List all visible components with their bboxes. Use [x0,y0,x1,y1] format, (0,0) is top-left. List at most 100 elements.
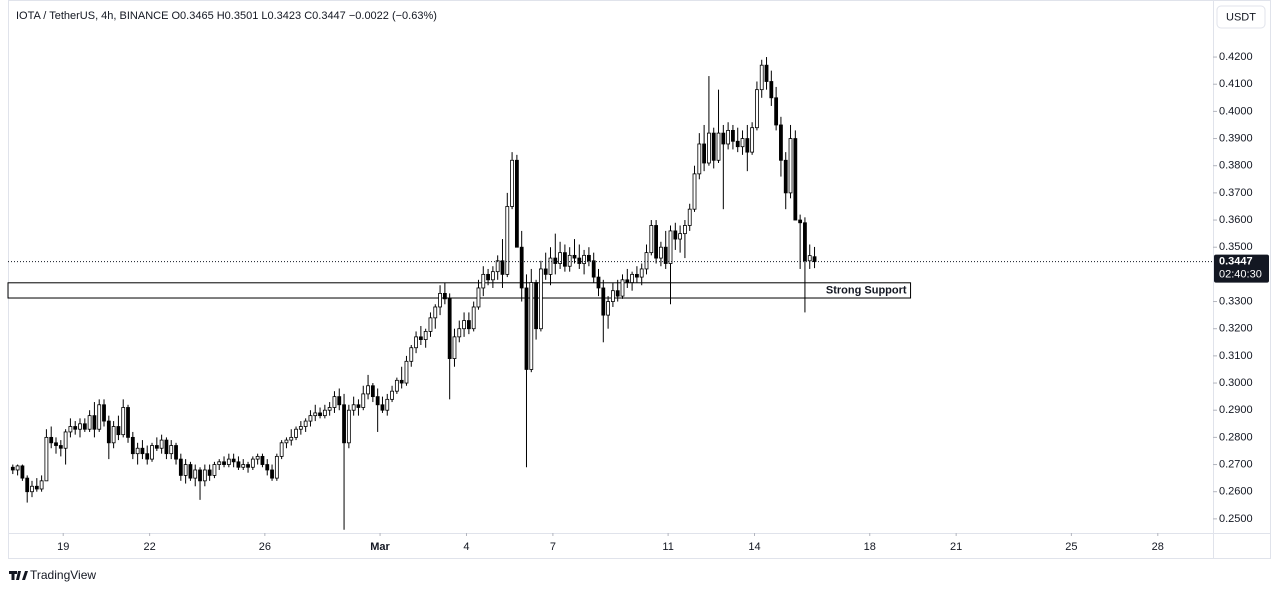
candle-body [529,282,534,370]
candle-body [274,455,279,479]
candle-body [68,426,73,433]
candle-body [673,230,678,240]
candle-body [601,287,606,316]
currency-label: USDT [1226,11,1256,23]
candle-body [183,464,188,476]
candle-body [514,159,519,248]
candle-body [615,290,620,297]
candle-body [30,485,34,493]
candle-body [63,431,68,449]
candle-body [442,292,447,300]
candle-body [798,219,803,224]
candle-body [423,331,428,340]
candle-body [226,458,231,465]
candle-body [428,317,433,332]
currency-button[interactable] [1216,5,1266,29]
y-tick-label: 0.3500 [1219,241,1253,253]
y-tick-label: 0.3200 [1219,323,1253,335]
candle-body [279,442,284,457]
candle-body [668,230,673,264]
candle-body [414,336,418,349]
brand-name: TradingView [30,568,96,582]
candle-body [793,138,798,221]
candle-body [49,436,54,444]
support-zone [7,282,912,299]
candle-body [351,404,356,411]
candle-body [534,282,538,330]
candle-body [548,257,553,275]
candle-body [678,233,683,240]
candle-body [34,485,39,490]
candle-body [543,268,548,275]
candle-body [130,436,135,455]
candle-body [606,301,610,316]
candle-body [452,336,457,359]
x-tick-label: 25 [1065,541,1077,553]
y-tick-label: 0.2900 [1219,404,1253,416]
y-tick-label: 0.2600 [1219,486,1253,498]
y-tick-label: 0.3000 [1219,377,1253,389]
candle-body [332,396,337,408]
candle-body [577,257,582,264]
candle-body [106,420,111,444]
candle-body [692,173,697,210]
candle-body [102,404,106,422]
candle-body [188,464,193,479]
y-tick-label: 0.3100 [1219,350,1253,362]
candle-body [236,461,241,468]
candle-body [711,132,716,161]
candle-body [193,469,198,479]
candle-body [409,347,414,362]
candle-body [654,225,659,259]
candle-body [755,89,759,129]
candle-body [476,287,481,308]
candle-body [750,127,755,153]
y-tick-label: 0.2500 [1219,513,1253,525]
y-tick-label: 0.4200 [1219,51,1253,63]
candle-body [620,279,625,297]
candle-body [572,254,577,259]
candle-body [788,138,793,194]
candle-body [471,306,476,330]
candle-body [500,260,505,275]
candle-body [510,159,514,207]
candle-body [370,385,375,398]
candle-body [44,436,49,482]
x-tick-label: 4 [463,541,469,553]
candle-body [481,273,486,289]
candle-body [126,407,130,438]
countdown: 02:40:30 [1219,269,1262,281]
candle-body [25,477,30,493]
candle-body [611,290,615,302]
candle-body [462,320,466,330]
candle-body [15,465,20,471]
candle-body [174,445,178,460]
x-tick-label: 11 [662,541,673,553]
candle-body [812,256,817,263]
candle-body [111,426,116,444]
candle-body [433,306,438,319]
symbol-legend: IOTA / TetherUS, 4h, BINANCE O0.3465 H0.… [16,10,437,22]
y-tick-label: 0.3700 [1219,187,1253,199]
candle-body [495,260,500,273]
candle-body [116,426,121,436]
x-tick-label: 18 [864,541,876,553]
x-tick-label: 28 [1152,541,1164,553]
candle-body [418,336,423,340]
last-price-label: 0.3447 [1219,256,1253,268]
candle-body [683,225,687,235]
candle-body [82,423,87,430]
candle-body [591,260,596,278]
plot-area: Strong Support [7,57,1213,530]
candle-body [159,439,164,449]
candle-body [659,246,663,259]
candle-body [20,465,25,479]
candle-body [538,268,543,330]
brand-icon [9,571,28,580]
frame [8,0,1271,559]
candle-body [289,436,294,441]
candle-body [807,255,812,262]
candle-body [207,469,212,476]
candle-body [490,271,495,281]
candle-body [697,143,702,175]
